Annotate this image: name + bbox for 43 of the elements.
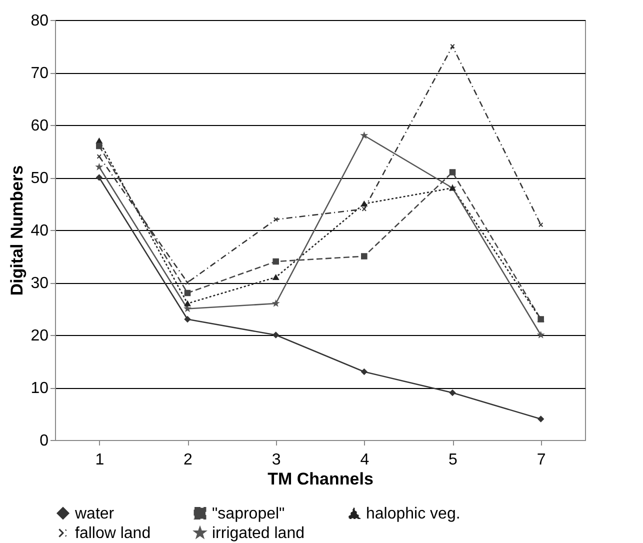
y-tick-label: 20 <box>30 328 49 344</box>
y-tick-label: 0 <box>40 432 49 450</box>
y-tick-label: 40 <box>30 222 49 240</box>
y-axis-title: Digital Numbers <box>8 165 27 296</box>
point <box>272 258 279 265</box>
point <box>184 306 191 312</box>
y-tick-label: 10 <box>30 380 49 397</box>
point <box>538 416 544 422</box>
point <box>184 300 191 306</box>
x-tick-label: 1 <box>95 452 104 468</box>
legend-label: fallow land <box>75 525 151 542</box>
point <box>449 390 456 396</box>
x-tick-label: 2 <box>184 452 193 468</box>
point <box>184 316 191 322</box>
point <box>185 280 190 285</box>
point <box>96 154 102 159</box>
x-tick-label: 7 <box>536 452 546 468</box>
legend-label: irrigated land <box>212 525 304 542</box>
y-tick-label: 50 <box>30 170 49 187</box>
legend-label: halophic veg. <box>366 506 460 522</box>
point <box>361 200 368 207</box>
point <box>96 142 102 150</box>
point <box>272 332 279 338</box>
point <box>449 169 456 176</box>
point <box>538 222 544 228</box>
point <box>361 368 368 375</box>
point <box>96 174 102 181</box>
y-tick-label: 80 <box>30 12 49 30</box>
legend-label: "sapropel" <box>212 505 285 522</box>
x-tick-label: 5 <box>448 452 458 468</box>
y-tick-label: 70 <box>30 65 49 82</box>
y-tick-label: 30 <box>30 275 49 292</box>
point <box>184 290 191 296</box>
y-tick-label: 60 <box>30 118 49 134</box>
point <box>362 206 367 212</box>
point <box>450 44 455 49</box>
point <box>272 274 279 280</box>
point <box>361 253 368 260</box>
x-tick-label: 3 <box>272 452 281 468</box>
x-axis-title: TM Channels <box>268 470 374 488</box>
point <box>273 217 278 222</box>
legend-label: water <box>74 505 115 522</box>
x-tick-label: 4 <box>360 452 370 468</box>
